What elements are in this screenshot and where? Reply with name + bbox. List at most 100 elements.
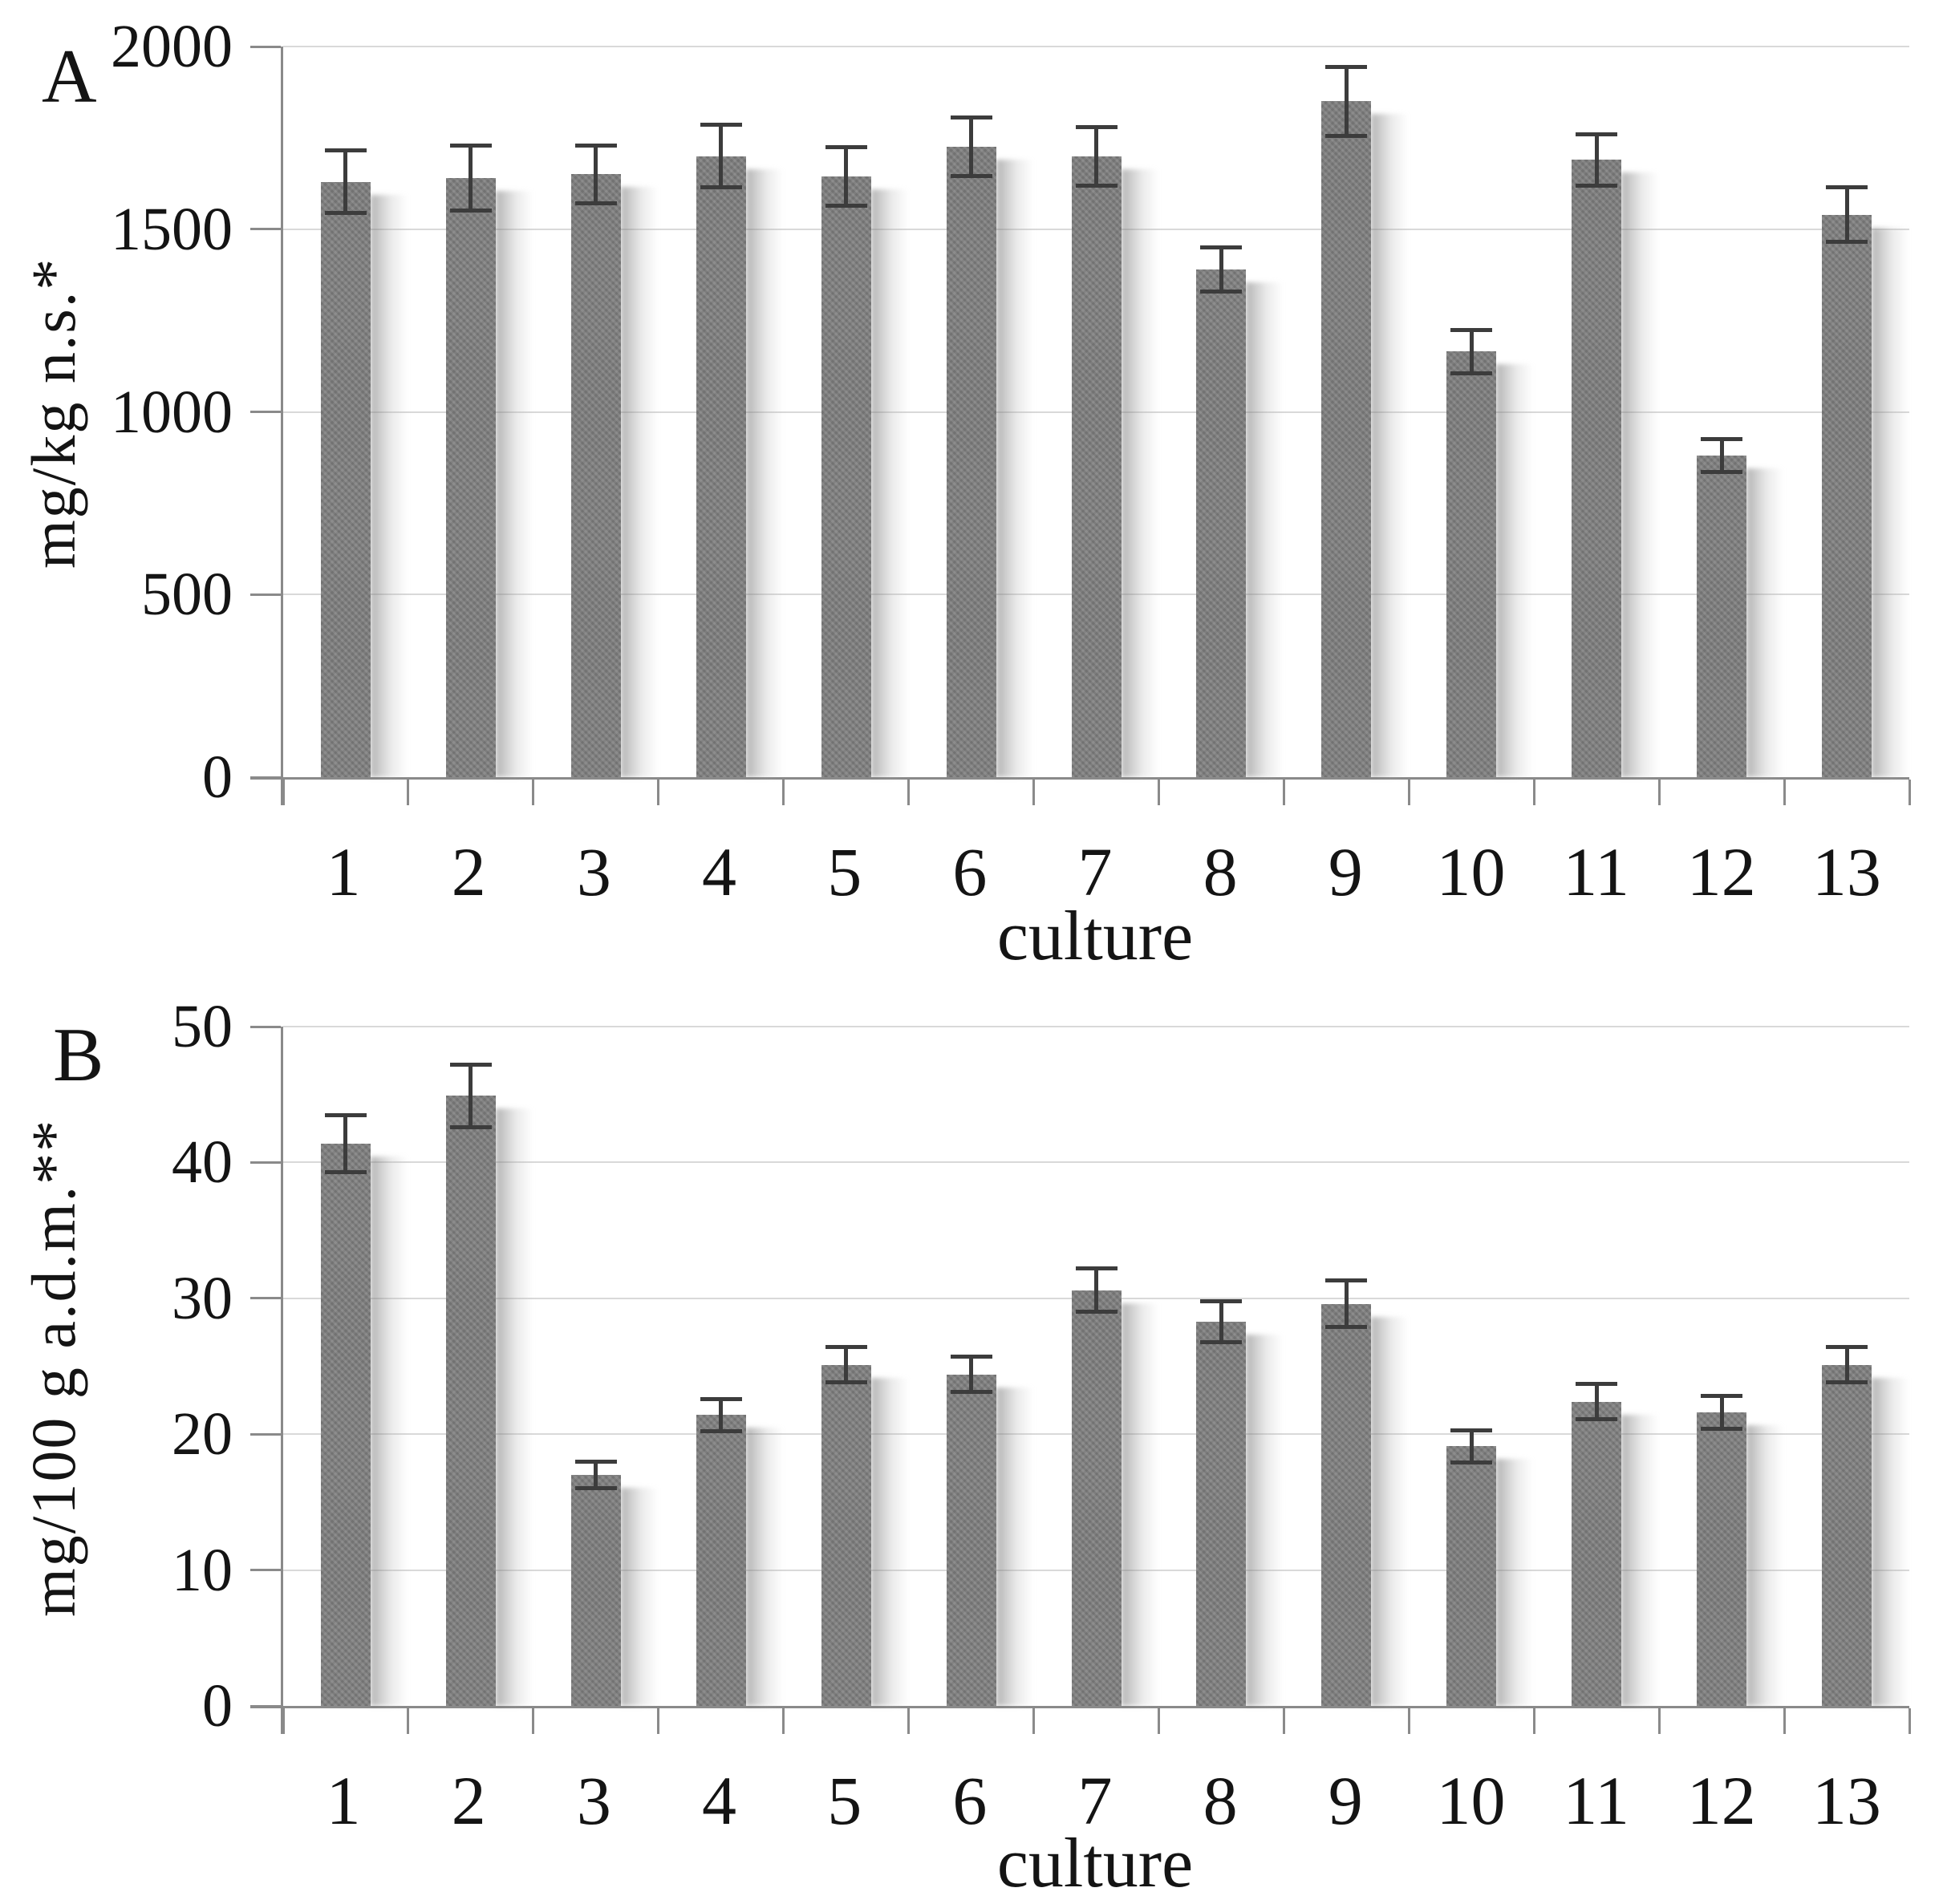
error-bar-cap-top [574, 1459, 617, 1464]
error-bar-cap-top [1075, 124, 1118, 129]
error-bar-cap-bottom [1450, 1460, 1493, 1465]
gridline-y40 [283, 1161, 1909, 1164]
bar [821, 176, 871, 777]
bar [946, 147, 996, 777]
x-tick-label: 13 [1811, 1762, 1881, 1839]
error-bar-cap-bottom [1826, 1380, 1868, 1385]
panel-b-x-axis-left-overhang [250, 1706, 281, 1708]
x-axis-tick [407, 780, 410, 805]
bar [1572, 1401, 1622, 1706]
error-bar-cap-bottom [324, 210, 367, 215]
bar-shadow [1621, 172, 1659, 777]
gridline-y2000 [283, 46, 1909, 47]
error-bar-cap-bottom [825, 1380, 867, 1385]
error-bar-line [1594, 134, 1599, 186]
error-bar-line [719, 1399, 724, 1432]
bar-shadow [495, 1108, 533, 1706]
error-bar-line [844, 1347, 849, 1383]
x-axis-tick [657, 780, 660, 805]
error-bar-line [719, 124, 724, 188]
error-bar-line [1469, 1430, 1474, 1463]
x-axis-tick [782, 780, 785, 805]
error-bar-cap-top [1576, 132, 1618, 136]
error-bar-cap-top [1576, 1382, 1618, 1387]
x-axis-tick [1783, 1708, 1786, 1734]
x-tick-label: 8 [1203, 833, 1238, 910]
x-tick-label: 3 [576, 1762, 611, 1839]
x-axis-tick [282, 1708, 285, 1734]
x-tick-label: 6 [952, 833, 988, 910]
error-bar-cap-top [1701, 1394, 1743, 1399]
error-bar-cap-top [825, 1345, 867, 1350]
bar [1446, 1446, 1497, 1706]
error-bar-cap-bottom [324, 1169, 367, 1174]
error-bar-line [1719, 439, 1724, 472]
bar [320, 181, 371, 777]
bar-shadow [1121, 1302, 1158, 1706]
bar [1196, 269, 1247, 777]
panel-a-label: A [42, 34, 97, 119]
error-bar-line [844, 147, 849, 206]
error-bar-line [594, 145, 598, 204]
error-bar-cap-bottom [1450, 371, 1493, 376]
x-tick-label: 10 [1436, 833, 1506, 910]
bar-shadow [620, 187, 658, 777]
error-bar-cap-top [574, 143, 617, 148]
y-tick-label: 40 [172, 1128, 233, 1197]
bar-shadow [1121, 168, 1158, 777]
x-axis-tick [1282, 780, 1285, 805]
error-bar-cap-bottom [1576, 183, 1618, 188]
bar-shadow [495, 190, 533, 777]
error-bar-line [1344, 67, 1349, 136]
error-bar-cap-bottom [574, 201, 617, 206]
x-axis-tick [1783, 780, 1786, 805]
error-bar-cap-bottom [825, 203, 867, 208]
bar [1321, 1303, 1372, 1706]
x-tick-label: 3 [576, 833, 611, 910]
error-bar-line [969, 117, 974, 176]
bar [1697, 456, 1747, 777]
x-tick-label: 5 [827, 833, 862, 910]
bar [696, 156, 746, 777]
x-tick-label: 1 [326, 833, 361, 910]
y-tick-label: 0 [202, 1672, 233, 1740]
bar-shadow [1746, 1425, 1784, 1706]
x-tick-label: 6 [952, 1762, 988, 1839]
error-bar-cap-bottom [1075, 1310, 1118, 1315]
bar-shadow [1872, 227, 1909, 777]
error-bar-cap-top [1200, 1298, 1243, 1303]
x-axis-tick [532, 1708, 535, 1734]
error-bar-cap-bottom [700, 184, 742, 189]
x-axis-tick [1032, 780, 1036, 805]
y-axis-tick-20 [250, 1432, 281, 1436]
x-axis-tick [657, 1708, 660, 1734]
y-axis-tick-50 [250, 1025, 281, 1028]
x-axis-tick [1407, 1708, 1410, 1734]
error-bar-cap-bottom [1200, 1339, 1243, 1344]
x-tick-label: 9 [1328, 833, 1363, 910]
error-bar-cap-bottom [1701, 1426, 1743, 1431]
error-bar-cap-bottom [700, 1429, 742, 1434]
bar [1572, 160, 1622, 777]
bar [1697, 1412, 1747, 1706]
bar [445, 177, 496, 777]
error-bar-line [469, 1064, 473, 1128]
error-bar-cap-top [449, 1062, 492, 1067]
y-axis-tick-0 [250, 776, 281, 779]
error-bar-cap-top [1450, 327, 1493, 332]
error-bar-cap-bottom [1701, 470, 1743, 475]
bar-shadow [370, 1156, 408, 1706]
panel-a-x-axis-title: culture [996, 897, 1194, 975]
bar-shadow [996, 1387, 1033, 1706]
bar-shadow [1746, 468, 1784, 777]
error-bar-cap-bottom [950, 1390, 992, 1395]
x-tick-label: 12 [1686, 1762, 1756, 1839]
panel-b-x-tick-labels: 1 2 3 4 5 6 7 8 9 10 11 12 13 [281, 1764, 1909, 1841]
error-bar-cap-bottom [1576, 1417, 1618, 1422]
y-tick-label: 50 [172, 993, 233, 1060]
error-bar-line [1844, 187, 1849, 242]
x-axis-tick [1157, 780, 1160, 805]
bar [1822, 214, 1872, 777]
x-axis-tick [532, 780, 535, 805]
error-bar-cap-top [700, 1396, 742, 1401]
